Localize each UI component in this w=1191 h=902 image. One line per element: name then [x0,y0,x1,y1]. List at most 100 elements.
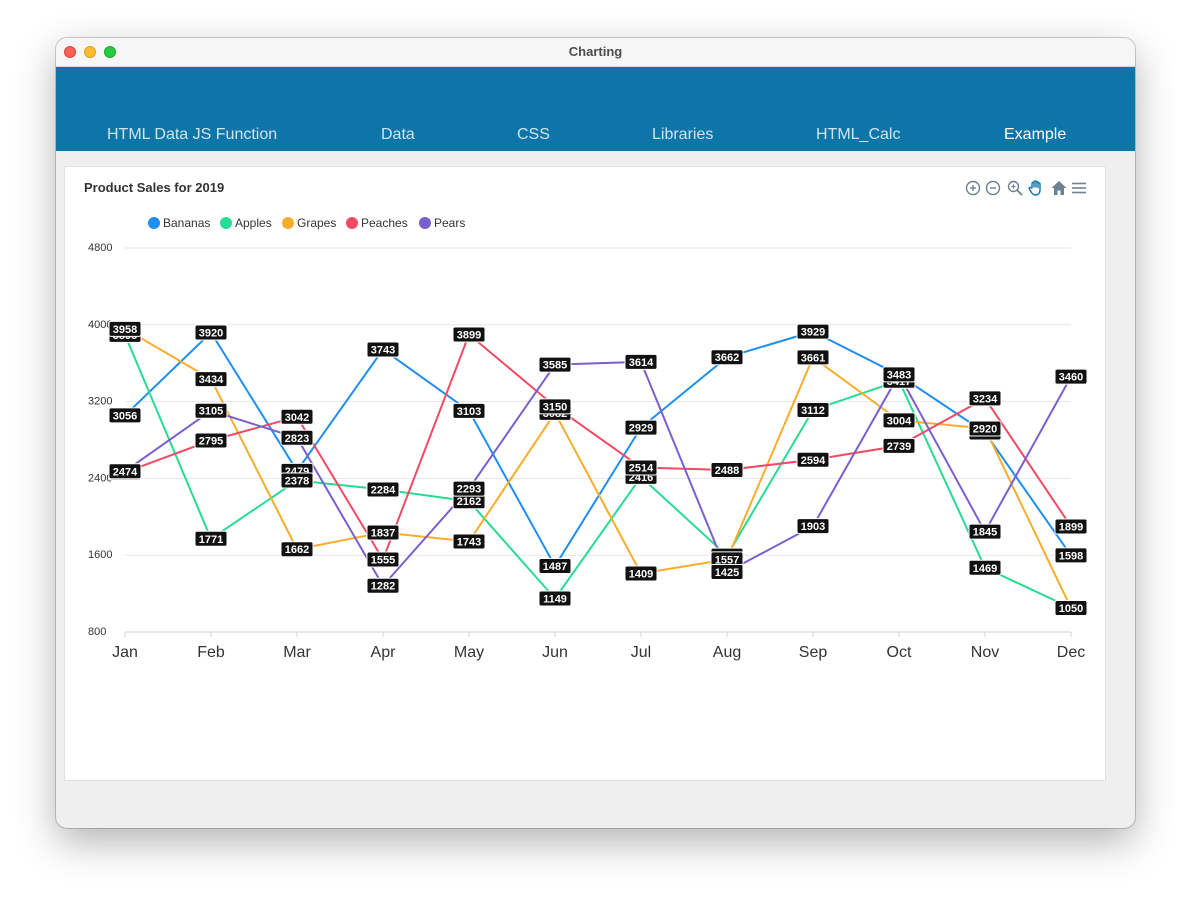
data-label-box [796,451,830,468]
zoom-out-icon[interactable] [984,179,1002,197]
data-label-box [108,320,142,337]
data-label-box [624,419,658,436]
data-label-box [366,551,400,568]
data-label: 3105 [199,406,223,418]
y-tick-label: 2400 [88,472,112,484]
x-tick-label: Dec [1057,644,1085,661]
data-label-box [1054,518,1088,535]
y-tick-label: 3200 [88,396,112,408]
title-bar: Charting [56,38,1135,67]
data-label: 1662 [285,544,309,556]
data-label: 3899 [457,329,481,341]
line-chart: 4800 4000 3200 2400 1600 800 Jan Feb Mar Apr May Ju… [88,242,1088,661]
data-label-box [538,590,572,607]
data-label: 3434 [199,374,224,386]
pan-icon[interactable] [1027,179,1045,197]
data-label-box [366,481,400,498]
data-label-box [710,461,744,478]
x-tick-label: Jul [631,644,651,661]
y-tick-label: 1600 [88,549,112,561]
data-label-box [280,541,314,558]
chart-card: 4800 4000 3200 2400 1600 800 Jan Feb Mar Apr May Ju… [64,166,1106,781]
legend-marker [220,217,232,229]
minimize-window-button[interactable] [84,46,96,58]
menu-icon[interactable] [1070,179,1088,197]
data-label-box [366,577,400,594]
legend-label: Pears [434,216,466,230]
data-label: 2284 [371,485,396,497]
data-label: 3004 [887,415,912,427]
nav-bar: HTML Data JS Function Data CSS Libraries… [56,67,1135,151]
x-tick-label: Oct [887,644,912,661]
data-label: 3056 [113,410,137,422]
data-label-box [280,408,314,425]
tab-example[interactable]: Example [1004,126,1067,143]
data-label: 1903 [801,521,825,533]
legend-label: Bananas [163,216,211,230]
data-label: 1557 [715,554,739,566]
data-label: 3929 [801,327,825,339]
data-label: 2920 [973,423,997,435]
data-label-box [796,402,830,419]
data-label-box [538,398,572,415]
x-tick-label: Mar [283,644,311,661]
tab-data[interactable]: Data [381,126,415,143]
data-label: 3662 [715,352,739,364]
window-title: Charting [568,44,623,59]
legend-label: Grapes [297,216,337,230]
data-label: 3661 [801,352,825,364]
app-window: Charting HTML Data JS Function Data CSS … [56,38,1135,828]
tab-css[interactable]: CSS [517,126,550,143]
data-label-box [968,523,1002,540]
legend-label: Peaches [361,216,408,230]
data-label-box [796,323,830,340]
data-label: 1149 [543,593,567,605]
data-label: 3234 [973,393,998,405]
x-tick-label: Feb [197,644,225,661]
data-label-box [538,558,572,575]
close-window-button[interactable] [64,46,76,58]
data-label: 1050 [1059,603,1083,615]
x-tick-label: Sep [799,644,828,661]
data-label-box [194,432,228,449]
data-label-box [796,518,830,535]
x-tick-label: Apr [371,644,397,661]
data-label-box [1054,547,1088,564]
legend-label: Apples [235,216,272,230]
tab-libraries[interactable]: Libraries [652,126,714,143]
data-label-box [882,366,916,383]
data-label: 3150 [543,401,567,413]
data-label-box [108,407,142,424]
selection-zoom-icon[interactable] [1006,179,1024,197]
data-label: 1555 [371,555,395,567]
data-label-box [538,356,572,373]
data-label-box [882,437,916,454]
tab-html-data-js-function[interactable]: HTML Data JS Function [107,126,278,143]
zoom-in-icon[interactable] [964,179,982,197]
data-label-box [108,463,142,480]
data-label: 3460 [1059,372,1083,384]
data-label: 3112 [801,405,825,417]
data-label: 3103 [457,406,481,418]
data-label-box [366,524,400,541]
data-label: 1469 [973,563,997,575]
series-line-bananas [124,330,1072,568]
y-tick-label: 4000 [88,319,112,331]
data-label: 1425 [715,567,739,579]
data-label-box [882,412,916,429]
data-label: 1282 [371,581,395,593]
maximize-window-button[interactable] [104,46,116,58]
data-label: 1899 [1059,521,1083,533]
data-label: 2488 [715,465,739,477]
series-line-grapes [124,327,1072,609]
data-label: 2514 [629,462,654,474]
data-label: 2162 [457,496,481,508]
data-label: 2378 [285,476,309,488]
data-label: 2929 [629,423,653,435]
data-label-box [280,472,314,489]
tab-html-calc[interactable]: HTML_Calc [816,126,901,143]
data-label: 2594 [801,455,826,467]
data-label: 2823 [285,433,309,445]
reset-home-icon[interactable] [1050,179,1068,197]
chart-toolbar [964,179,1089,199]
